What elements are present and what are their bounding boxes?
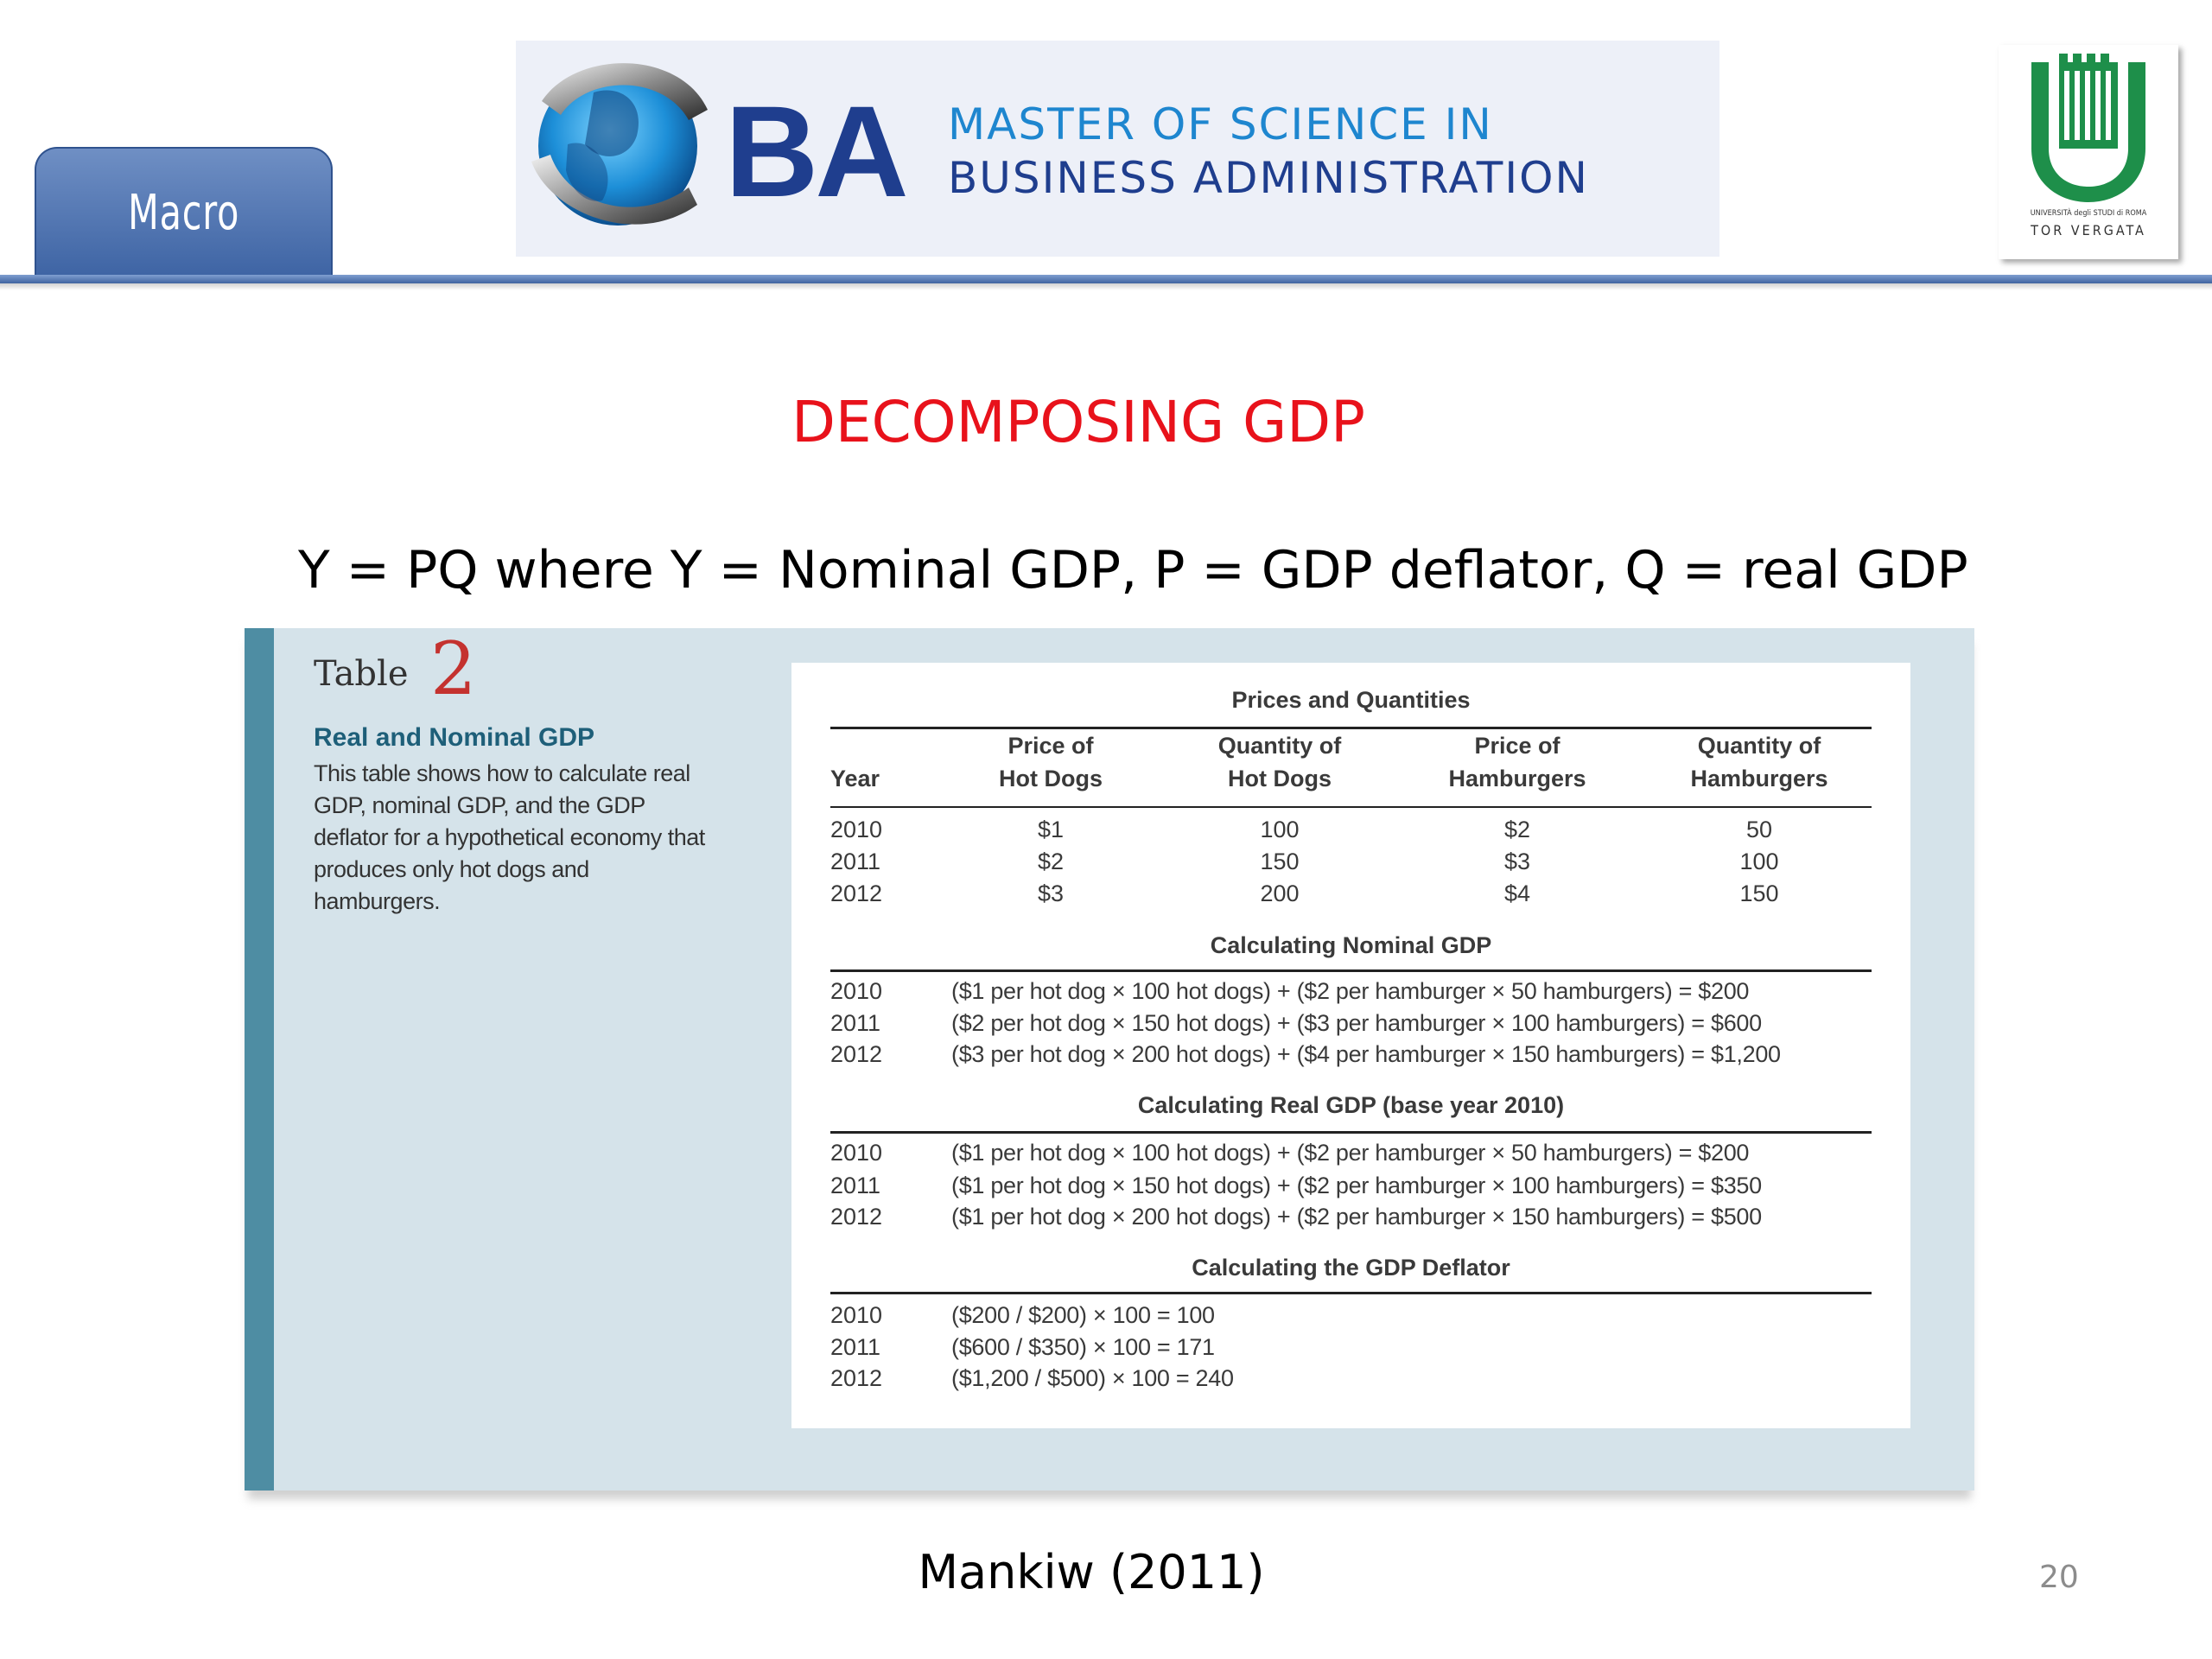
table-caption-word: Table [314, 654, 409, 694]
header-rule [0, 275, 2212, 283]
globe-logo-icon [531, 63, 708, 226]
column-header-quantity-hot-dogs: Quantity of Hot Dogs [1217, 733, 1342, 791]
column-header-price-hamburgers: Price of Hamburgers [1448, 733, 1586, 791]
section-title-nominal: Calculating Nominal GDP [1210, 932, 1492, 958]
table-rule [830, 1292, 1872, 1294]
ba-letters: BA [725, 79, 909, 224]
section-title-deflator: Calculating the GDP Deflator [1192, 1255, 1510, 1281]
university-logo: UNIVERSITÀ degli STUDI di ROMA TOR VERGA… [1999, 45, 2178, 259]
column-header-price-hot-dogs: Price of Hot Dogs [999, 733, 1103, 791]
table-description: This table shows how to calculate real G… [314, 760, 705, 914]
formula-text: Y = PQ where Y = Nominal GDP, P = GDP de… [298, 540, 1968, 601]
section-title-real: Calculating Real GDP (base year 2010) [1137, 1092, 1565, 1118]
table-rule [830, 1131, 1872, 1134]
university-caption-big: TOR VERGATA [2031, 222, 2146, 238]
tower-emblem-icon [2031, 54, 2145, 202]
header-rule-shadow [0, 283, 2212, 290]
table-rule [830, 727, 1872, 729]
page-number: 20 [2039, 1560, 2079, 1595]
figure-accent-stripe [245, 628, 274, 1491]
mba-banner: BA MASTER OF SCIENCE IN BUSINESS ADMINIS… [516, 41, 1719, 257]
macro-tab[interactable]: Macro [35, 147, 333, 276]
column-header-quantity-hamburgers: Quantity of Hamburgers [1690, 733, 1828, 791]
slide-title: DECOMPOSING GDP [791, 389, 1365, 455]
section-title-prices: Prices and Quantities [1231, 687, 1471, 713]
table-rule [830, 969, 1872, 972]
table-rule [830, 806, 1872, 808]
table-subtitle: Real and Nominal GDP [314, 723, 595, 752]
table-caption-number: 2 [430, 626, 477, 711]
column-header-year: Year [830, 766, 880, 791]
banner-line-1: MASTER OF SCIENCE IN [948, 99, 1493, 149]
banner-line-2: BUSINESS ADMINISTRATION [948, 153, 1589, 203]
university-caption-small: UNIVERSITÀ degli STUDI di ROMA [2030, 209, 2147, 218]
macro-tab-label: Macro [127, 184, 240, 241]
table-figure: Table 2 Real and Nominal GDP This table … [245, 628, 1974, 1491]
source-citation: Mankiw (2011) [918, 1545, 1265, 1599]
gdp-table: Prices and Quantities Year Price of Hot … [791, 663, 1910, 1428]
